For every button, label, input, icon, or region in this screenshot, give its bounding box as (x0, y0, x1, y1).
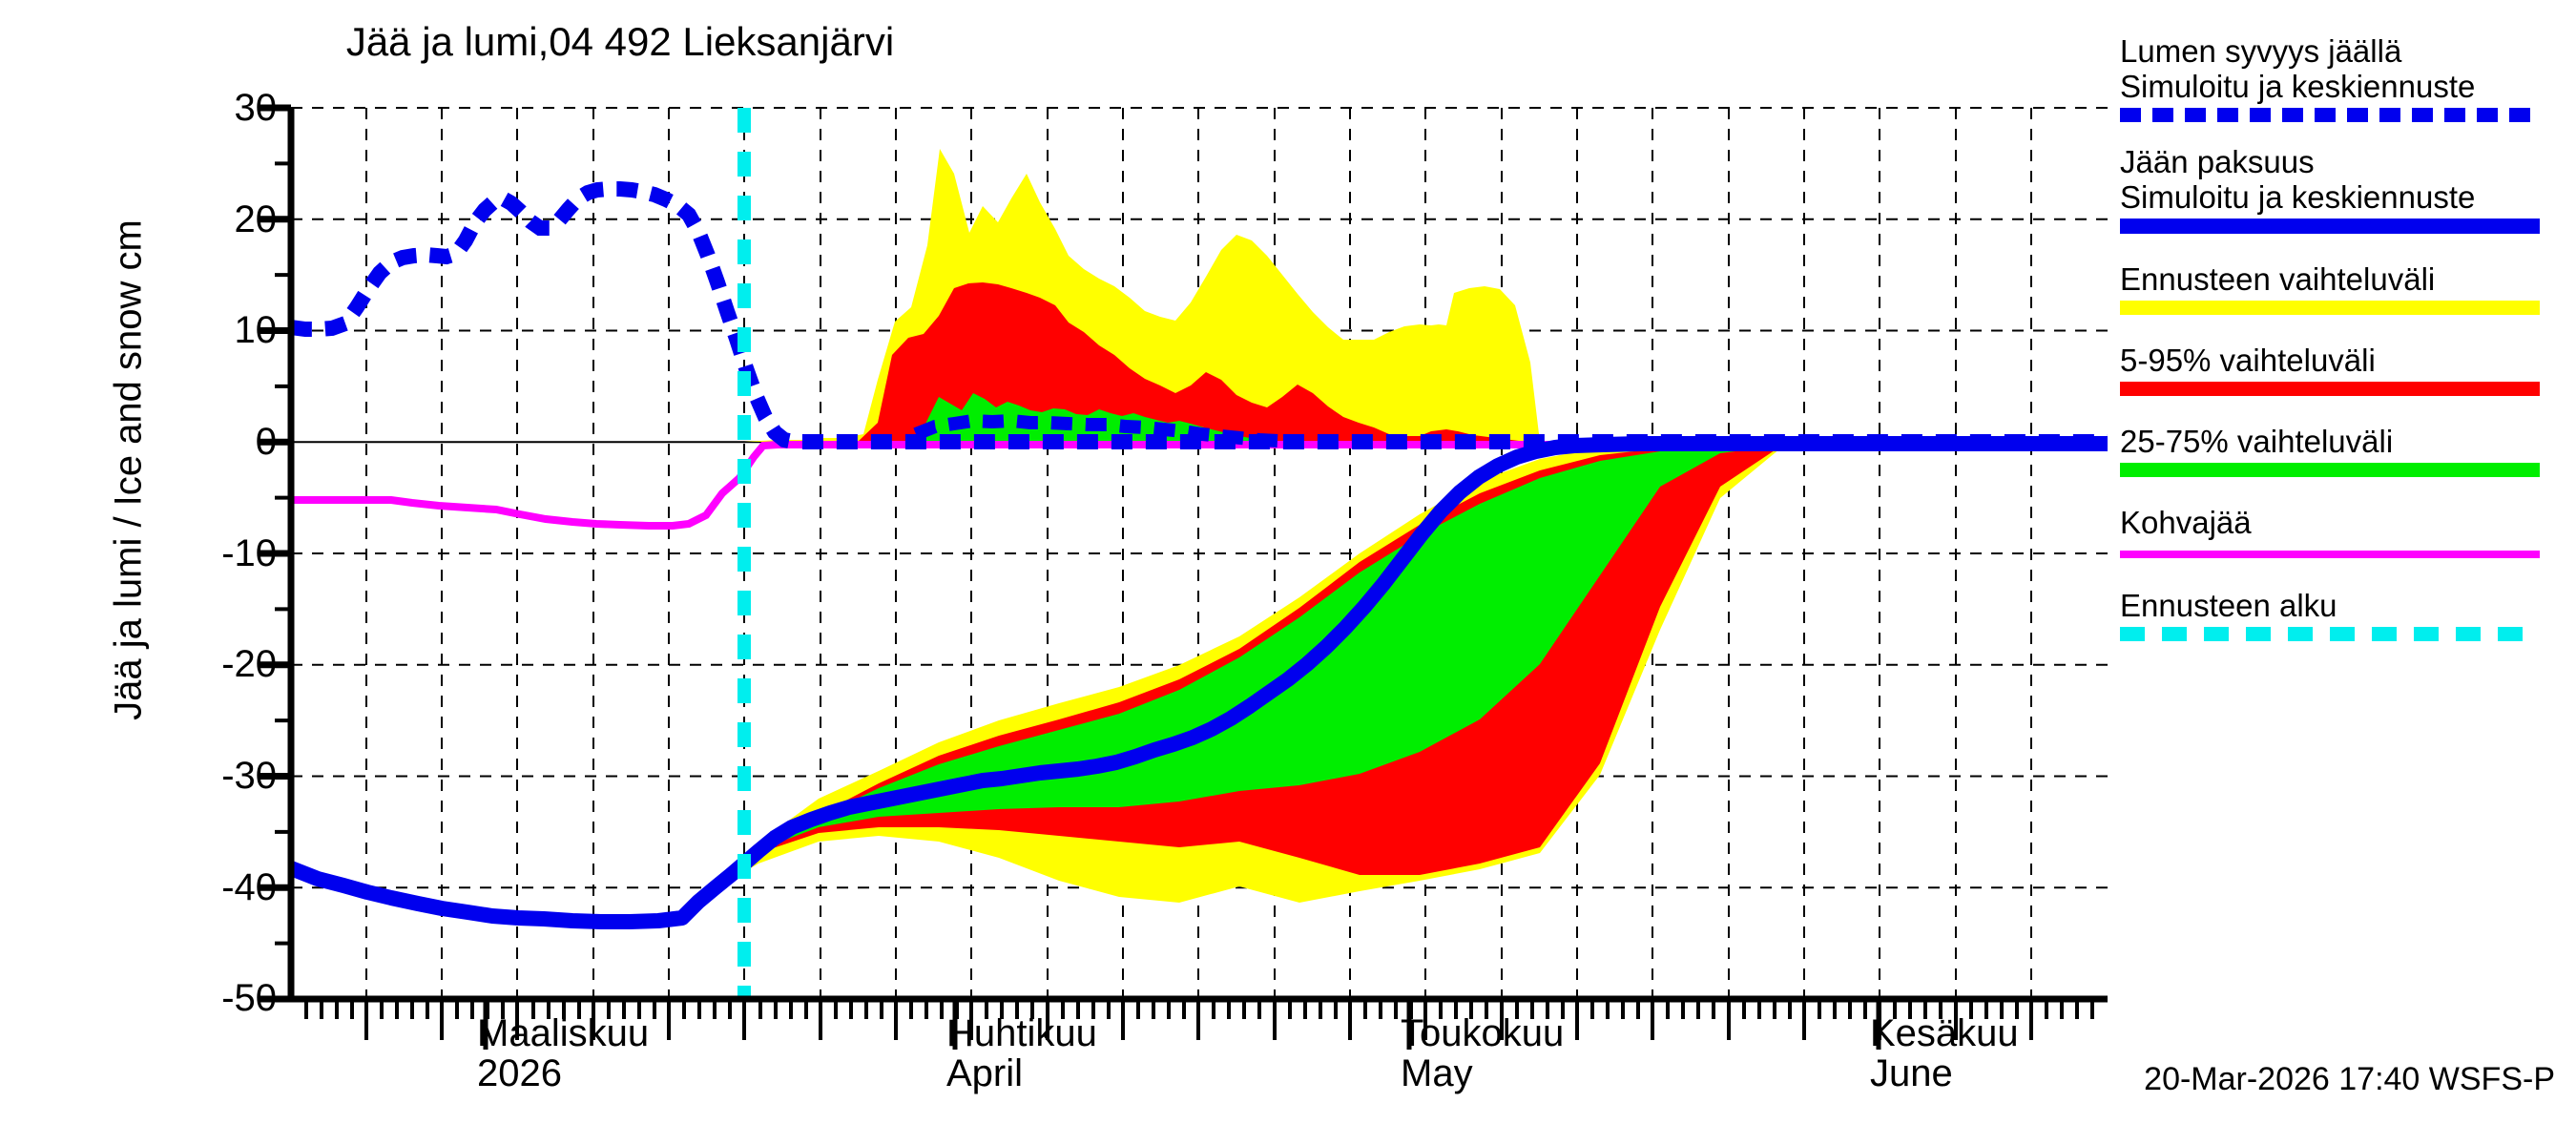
legend-item-snow-depth: Lumen syvyys jäällä Simuloitu ja keskien… (2120, 33, 2568, 122)
x-tick-label-en: 2026 (477, 1052, 562, 1094)
legend-sublabel: Simuloitu ja keskiennuste (2120, 68, 2476, 104)
x-tick-label-fi: Kesäkuu (1870, 1012, 2019, 1054)
x-tick-label-fi: Huhtikuu (946, 1012, 1097, 1054)
legend-swatch-magenta-line-icon (2120, 550, 2540, 558)
legend-item-5-95-range: 5-95% vaihteluväli (2120, 342, 2568, 396)
x-tick-label-en: May (1401, 1052, 1473, 1094)
legend-item-forecast-range: Ennusteen vaihteluväli (2120, 260, 2568, 315)
legend-item-kohvajaa: Kohvajää (2120, 504, 2568, 558)
footer-timestamp: 20-Mar-2026 17:40 WSFS-P (2144, 1061, 2555, 1097)
chart-series-group (291, 108, 2108, 999)
chart-legend: Lumen syvyys jäällä Simuloitu ja keskien… (2120, 33, 2568, 651)
legend-label: 25-75% vaihteluväli (2120, 423, 2394, 459)
x-tick-label-fi: Maaliskuu (477, 1012, 650, 1054)
legend-item-forecast-start: Ennusteen alku (2120, 587, 2568, 641)
legend-label: Ennusteen alku (2120, 587, 2337, 623)
x-tick-label-fi: Toukokuu (1401, 1012, 1565, 1054)
legend-swatch-blue-solid-line-icon (2120, 218, 2540, 234)
legend-swatch-blue-dashed-line-icon (2120, 107, 2540, 122)
legend-label: Lumen syvyys jäällä (2120, 33, 2402, 69)
legend-swatch-cyan-dashed-line-icon (2120, 626, 2540, 641)
legend-swatch-red-band-icon (2120, 381, 2540, 396)
x-tick-label-en: April (946, 1052, 1024, 1094)
y-axis-tick-labels: 30 20 10 0 -10 -20 -30 -40 -50 (134, 0, 277, 1145)
legend-label: 5-95% vaihteluväli (2120, 342, 2376, 378)
legend-swatch-green-band-icon (2120, 462, 2540, 477)
legend-swatch-yellow-band-icon (2120, 300, 2540, 315)
x-tick-maaliskuu: Maaliskuu 2026 (477, 1013, 649, 1093)
legend-label: Jään paksuus (2120, 143, 2315, 179)
axis-frame (260, 104, 2108, 1050)
legend-item-25-75-range: 25-75% vaihteluväli (2120, 423, 2568, 477)
legend-label: Ennusteen vaihteluväli (2120, 260, 2436, 297)
series-snow-depth (291, 181, 2108, 449)
x-tick-label-en: June (1870, 1052, 1953, 1094)
legend-item-ice-thickness: Jään paksuus Simuloitu ja keskiennuste (2120, 143, 2568, 234)
legend-label: Kohvajää (2120, 504, 2252, 540)
x-tick-huhtikuu: Huhtikuu April (946, 1013, 1097, 1093)
x-tick-kesakuu: Kesäkuu June (1870, 1013, 2019, 1093)
x-tick-toukokuu: Toukokuu May (1401, 1013, 1564, 1093)
band-ice-green (698, 442, 2108, 897)
series-snow-forecast-mean (913, 413, 1298, 448)
legend-sublabel: Simuloitu ja keskiennuste (2120, 178, 2476, 215)
series-ice-thickness (291, 436, 2108, 929)
page-title: Jää ja lumi,04 492 Lieksanjärvi (345, 19, 895, 64)
